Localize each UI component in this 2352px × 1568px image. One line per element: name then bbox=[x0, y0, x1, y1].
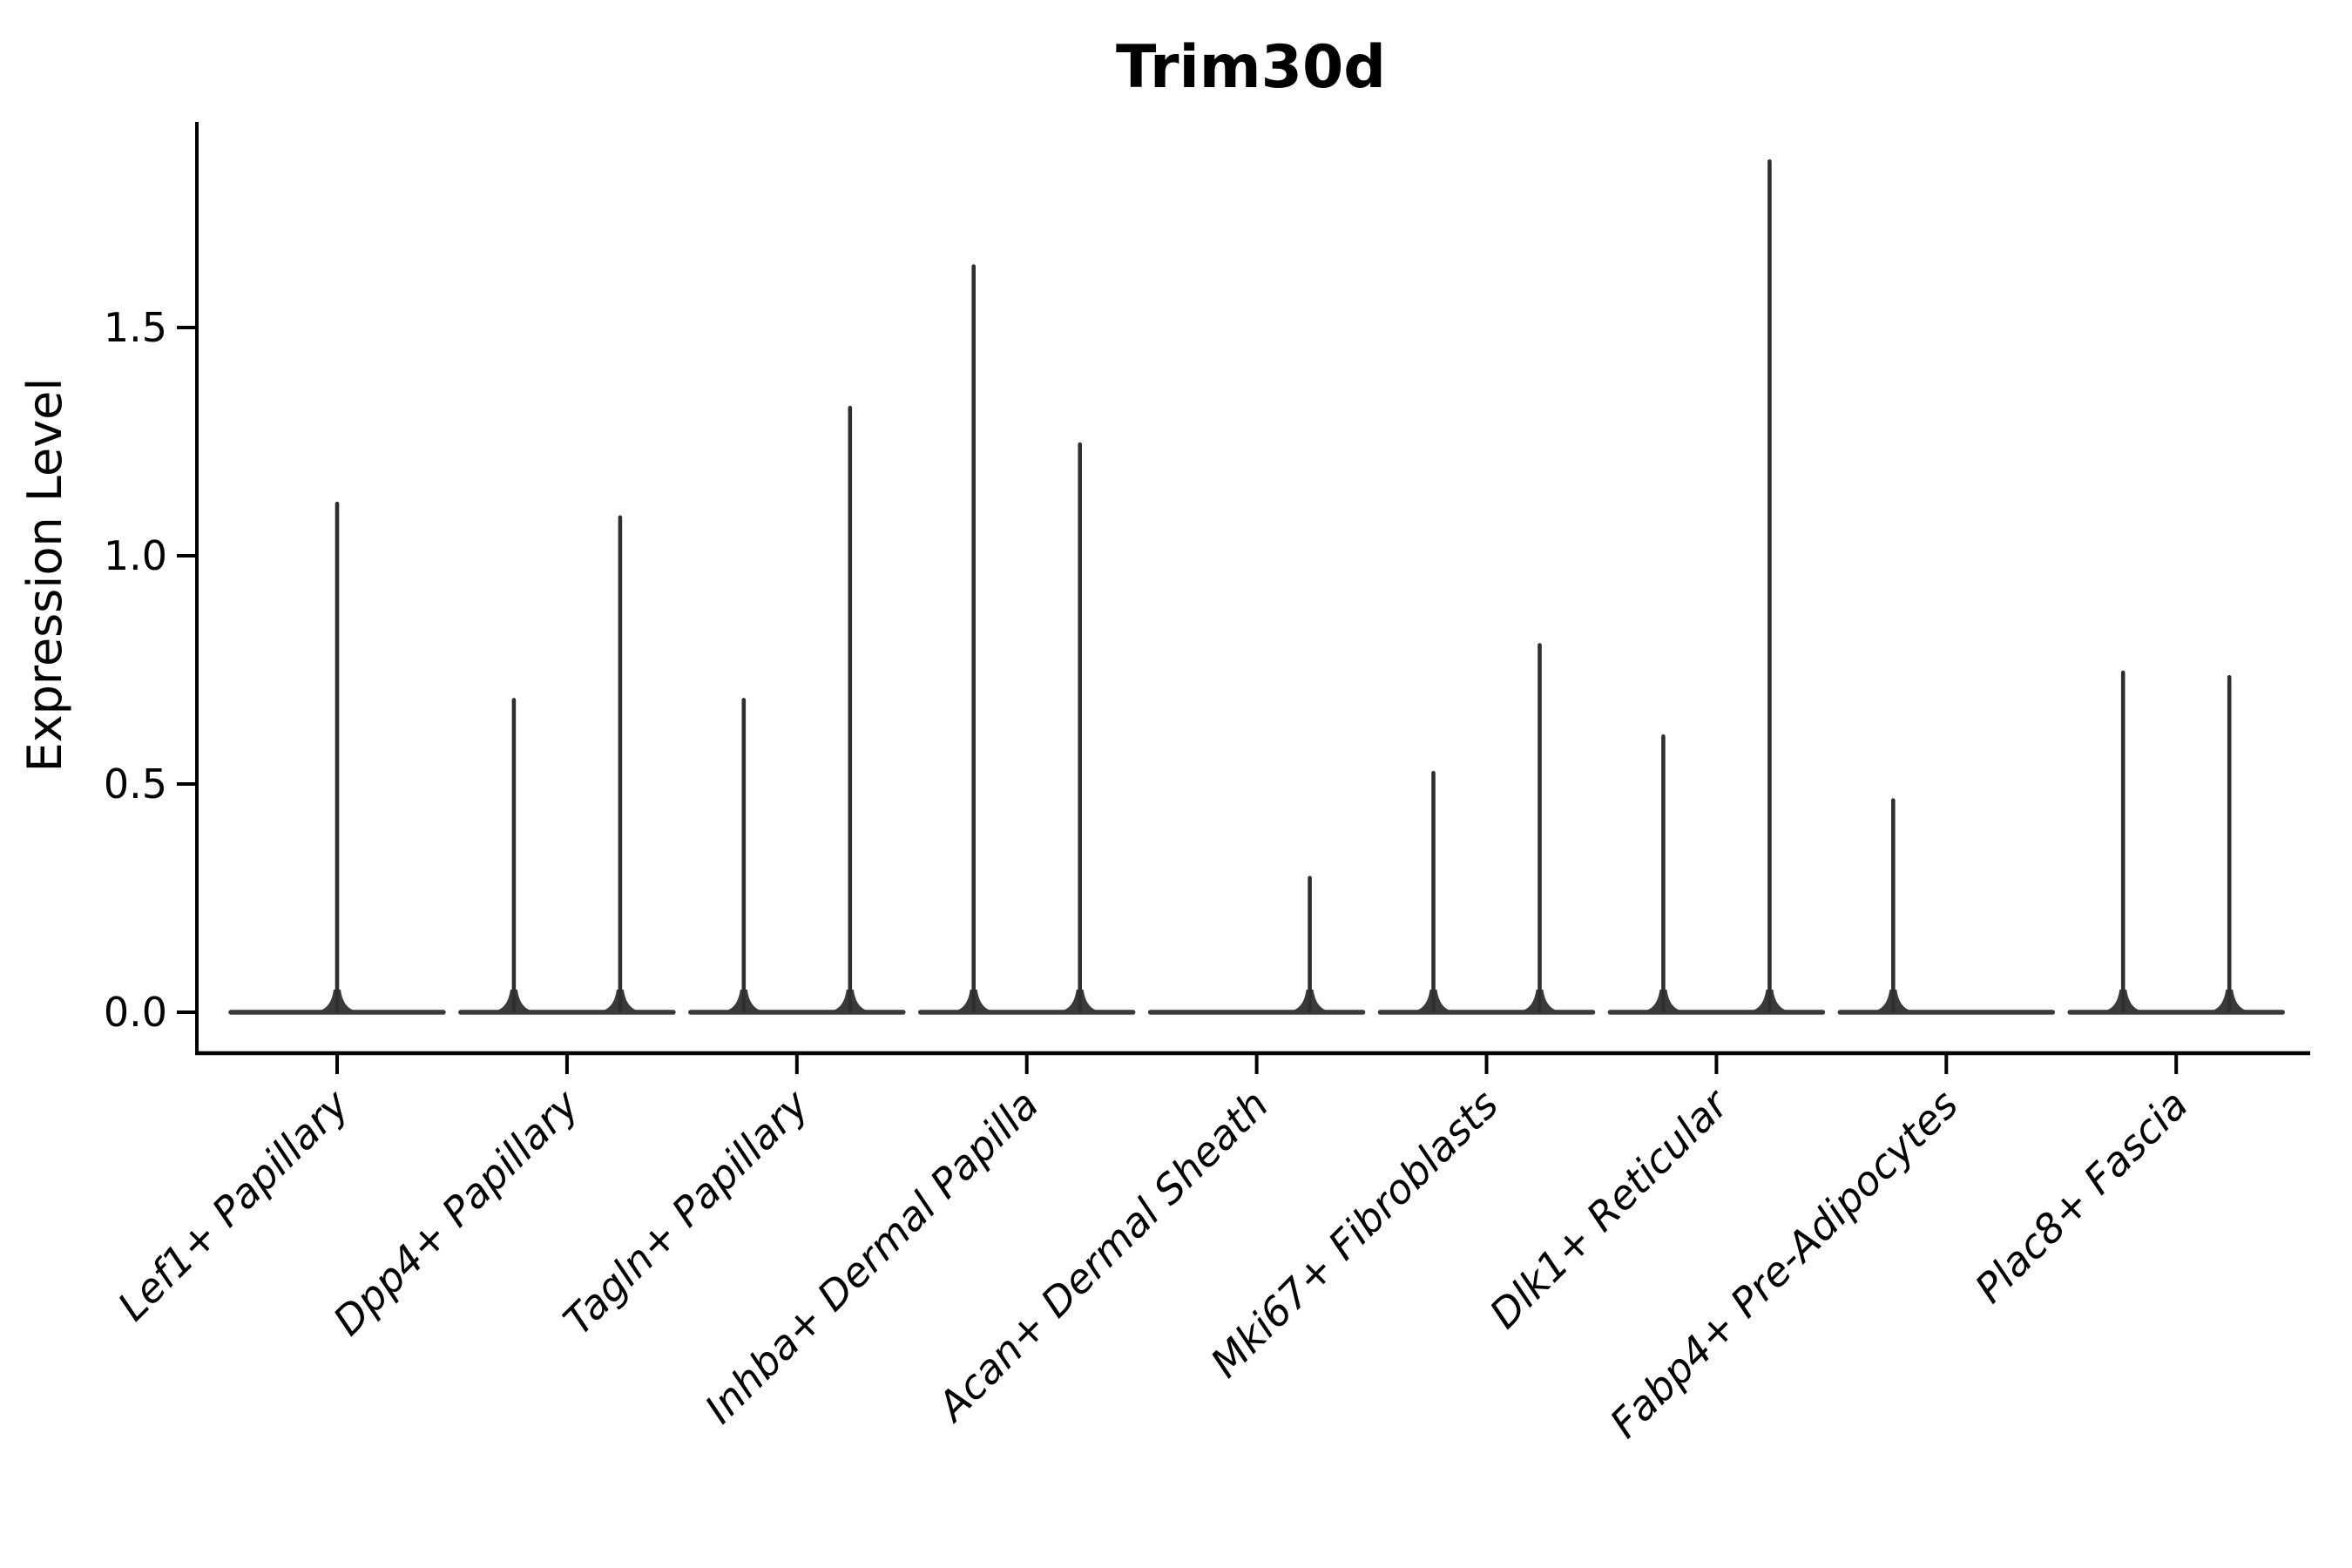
y-axis-label: Expression Level bbox=[17, 378, 72, 773]
plot-title: Trim30d bbox=[1116, 33, 1386, 102]
y-tick-label: 1.5 bbox=[104, 304, 167, 351]
x-tick-label: Tagln+ Papillary bbox=[554, 1080, 818, 1344]
x-tick-label: Lef1+ Papillary bbox=[109, 1080, 358, 1329]
x-tick-label: Dpp4+ Papillary bbox=[324, 1080, 588, 1344]
y-tick-label: 1.0 bbox=[104, 532, 167, 579]
y-tick-label: 0.5 bbox=[104, 760, 167, 808]
x-tick-label: Dlk1+ Reticular bbox=[1481, 1078, 1740, 1337]
y-axis-ticks: 0.0 0.5 1.0 1.5 bbox=[104, 304, 197, 1036]
y-tick-label: 0.0 bbox=[104, 989, 167, 1036]
axes bbox=[195, 122, 2310, 1056]
x-tick-label: Plac8+ Fascia bbox=[1966, 1081, 2197, 1312]
violin-glyphs bbox=[228, 159, 2285, 1015]
